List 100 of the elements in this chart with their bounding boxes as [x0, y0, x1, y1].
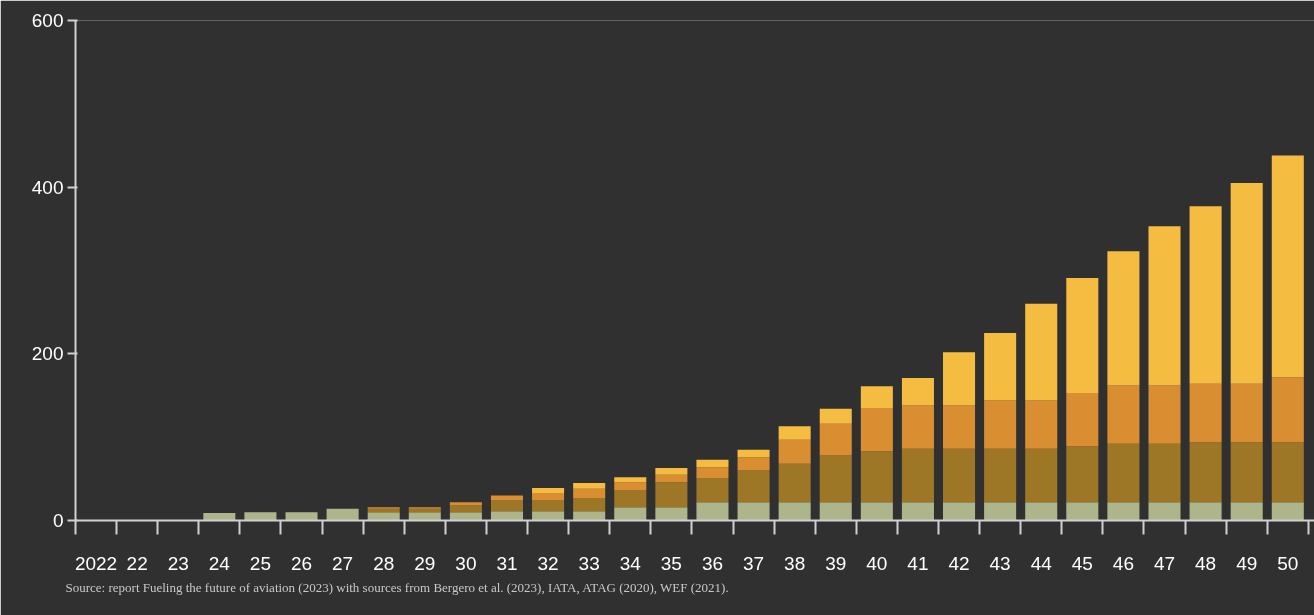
bar	[326, 508, 359, 521]
bar	[737, 457, 770, 471]
bar	[1230, 442, 1263, 503]
bar	[943, 405, 976, 449]
x-tick-label: 39	[825, 552, 847, 574]
x-tick-label: 24	[208, 552, 231, 574]
bar	[449, 502, 482, 506]
bar	[532, 493, 565, 501]
bar	[203, 513, 236, 521]
bar	[1107, 385, 1140, 444]
bar	[490, 500, 524, 512]
bar	[984, 400, 1017, 449]
bar	[1107, 502, 1140, 521]
bar	[573, 511, 606, 521]
x-tick-label: 22	[126, 552, 148, 574]
bar	[1230, 502, 1263, 521]
bar	[1271, 442, 1304, 503]
bar	[696, 502, 729, 521]
bar	[819, 455, 852, 503]
bar	[532, 500, 565, 512]
bar	[901, 378, 934, 406]
x-tick-label: 45	[1071, 552, 1093, 574]
bar	[696, 467, 729, 478]
bar	[614, 477, 647, 483]
bar	[244, 512, 277, 521]
bar	[449, 512, 482, 521]
bar	[1189, 383, 1222, 443]
bar	[984, 333, 1017, 401]
bar	[655, 474, 688, 483]
bar	[655, 507, 688, 521]
bar	[778, 439, 811, 464]
x-tick-label: 43	[989, 552, 1011, 574]
bar	[408, 508, 441, 513]
bar	[860, 408, 893, 452]
bar	[737, 449, 770, 458]
x-tick-label: 34	[619, 552, 642, 574]
source-note: Source: report Fueling the future of aviation (2023) with sources from Bergero et al. (2023), IATA, ATAG (2020), WEF (2021).	[65, 579, 729, 595]
x-tick-label: 36	[701, 552, 724, 574]
bar	[449, 505, 482, 513]
bar	[1189, 502, 1222, 521]
bar	[490, 511, 524, 521]
bar	[943, 352, 976, 406]
x-tick-label: 31	[496, 552, 518, 574]
bar	[984, 502, 1017, 521]
bar	[408, 512, 441, 521]
bar	[943, 502, 976, 521]
bar	[532, 511, 565, 521]
bar	[614, 482, 647, 491]
bar	[778, 463, 811, 503]
x-tick-label: 46	[1112, 552, 1134, 574]
x-tick-label: 44	[1030, 552, 1053, 574]
bar	[1025, 502, 1058, 521]
x-tick-label: 32	[537, 552, 559, 574]
x-tick-label: 49	[1236, 552, 1258, 574]
x-tick-label: 23	[167, 552, 189, 574]
bar	[490, 495, 524, 501]
x-tick-label: 42	[948, 552, 970, 574]
bar	[901, 502, 934, 521]
bar	[778, 426, 811, 440]
x-tick-label: 30	[455, 552, 477, 574]
bar	[1271, 377, 1304, 443]
y-tick-label: 600	[31, 10, 64, 31]
bar	[614, 490, 647, 508]
y-tick-label: 400	[31, 176, 64, 198]
bar	[1148, 385, 1181, 444]
bar	[1066, 502, 1099, 521]
bar	[943, 448, 976, 503]
x-tick-label: 41	[907, 552, 929, 574]
y-tick-label: 200	[31, 343, 64, 365]
x-tick-label: 25	[249, 552, 271, 574]
bar	[573, 488, 606, 498]
bar	[532, 488, 565, 493]
bar	[901, 448, 934, 503]
bar	[1271, 155, 1304, 378]
bar	[655, 468, 688, 475]
bar	[819, 502, 852, 521]
bar	[1271, 502, 1304, 521]
bar	[614, 507, 647, 521]
x-tick-label: 37	[742, 552, 765, 574]
bar	[1148, 502, 1181, 521]
bar	[860, 386, 893, 408]
bar	[901, 405, 934, 449]
bar	[1189, 206, 1222, 384]
x-tick-label: 29	[414, 552, 436, 574]
bar	[1025, 303, 1058, 401]
bar	[696, 459, 729, 468]
bar	[1025, 400, 1058, 449]
bar	[1107, 443, 1140, 503]
bar	[696, 478, 729, 503]
x-tick-label: 47	[1153, 552, 1176, 574]
bar	[860, 502, 893, 521]
bar	[573, 483, 606, 489]
bar	[367, 508, 400, 513]
x-tick-label: 2022	[74, 552, 118, 574]
bar	[655, 482, 688, 508]
bar	[860, 451, 893, 503]
bar	[737, 502, 770, 521]
x-tick-label: 35	[660, 552, 682, 574]
x-tick-label: 38	[784, 552, 806, 574]
bar	[285, 512, 318, 521]
